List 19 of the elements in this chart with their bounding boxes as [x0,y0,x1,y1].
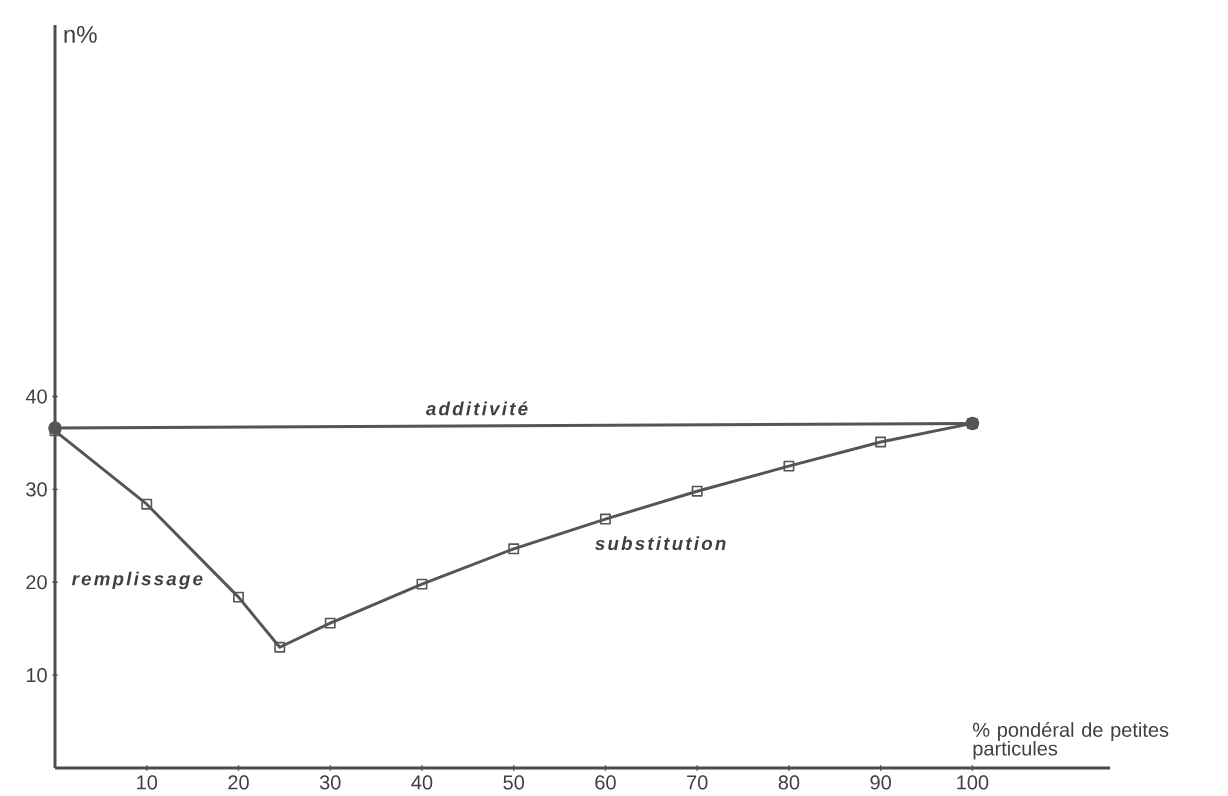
y-tick-label: 30 [26,482,47,497]
annotation: substitution [595,536,726,551]
x-tick-label: 30 [319,775,341,790]
annotation: remplissage [71,571,203,590]
x-tick-label: 50 [503,775,525,790]
x-tick-label: 10 [137,775,158,790]
y-tick-label: 10 [26,668,47,683]
x-tick-label: 60 [595,775,616,790]
x-tick-label: 70 [687,775,708,790]
x-tick-label: 100 [957,775,989,790]
x-tick-label: 90 [870,775,891,790]
annotation: additivité [426,401,528,416]
x-axis-title: % pondéral de petites particules [973,722,1169,760]
x-tick-label: 80 [778,775,800,790]
y-tick-label: 20 [26,575,47,590]
y-tick-label: 40 [25,389,47,404]
x-tick-label: 20 [228,775,249,790]
y-axis-title: n% [64,25,97,43]
x-tick-label: 40 [411,775,433,790]
